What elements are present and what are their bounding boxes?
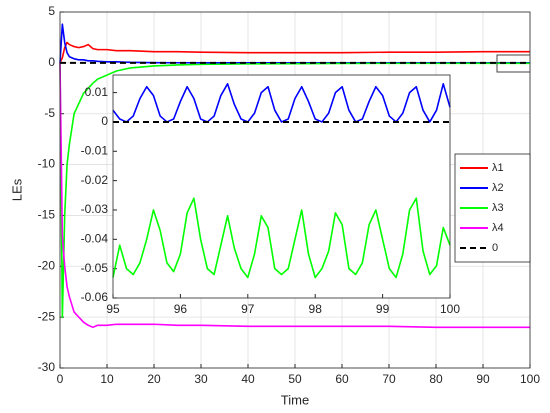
x-tick-label: 98 bbox=[309, 302, 323, 316]
x-tick-label: 100 bbox=[440, 302, 460, 316]
y-tick-label: -0.05 bbox=[81, 261, 109, 275]
series-line bbox=[112, 83, 451, 123]
series-line bbox=[59, 62, 530, 329]
plot-frame bbox=[112, 74, 451, 299]
x-tick-label: 50 bbox=[288, 372, 302, 386]
x-tick-label: 90 bbox=[476, 372, 490, 386]
y-tick-label: -0.06 bbox=[81, 290, 109, 304]
y-tick-label: 0 bbox=[101, 114, 108, 128]
y-tick-label: 0.01 bbox=[85, 85, 109, 99]
x-tick-label: 0 bbox=[57, 372, 64, 386]
x-axis-label: Time bbox=[281, 392, 309, 407]
x-tick-label: 70 bbox=[382, 372, 396, 386]
x-tick-label: 60 bbox=[335, 372, 349, 386]
y-tick-label: -0.04 bbox=[81, 231, 109, 245]
y-tick-label: -0.02 bbox=[81, 173, 109, 187]
y-tick-label: -20 bbox=[38, 258, 56, 272]
x-tick-label: 30 bbox=[194, 372, 208, 386]
y-tick-label: 0 bbox=[48, 55, 55, 69]
legend-label: 0 bbox=[492, 242, 498, 254]
legend-label: λ2 bbox=[492, 182, 504, 194]
zoom-box bbox=[496, 54, 531, 73]
series-line bbox=[59, 41, 530, 64]
x-tick-label: 100 bbox=[520, 372, 540, 386]
x-tick-label: 80 bbox=[429, 372, 443, 386]
x-tick-label: 99 bbox=[376, 302, 390, 316]
y-axis-label: LEs bbox=[9, 178, 24, 201]
x-tick-label: 20 bbox=[147, 372, 161, 386]
series-line bbox=[112, 197, 451, 279]
y-tick-label: -0.03 bbox=[81, 202, 109, 216]
x-tick-label: 40 bbox=[241, 372, 255, 386]
inset-plot: -0.06 -0.05 -0.04 -0.03 -0.02 -0.01 0 0.01 95 96 9… bbox=[81, 74, 460, 316]
y-tick-label: -5 bbox=[44, 106, 55, 120]
y-tick-label: -15 bbox=[38, 208, 56, 222]
legend-label: λ4 bbox=[492, 222, 504, 234]
legend-label: λ1 bbox=[492, 162, 504, 174]
series-line bbox=[59, 62, 530, 318]
y-tick-label: -10 bbox=[38, 157, 56, 171]
x-tick-label: 96 bbox=[174, 302, 188, 316]
legend-label: λ3 bbox=[492, 202, 504, 214]
y-tick-label: -0.01 bbox=[81, 143, 109, 157]
y-tick-label: -25 bbox=[38, 309, 56, 323]
legend: λ1 λ2 λ3 λ4 0 bbox=[454, 153, 531, 263]
x-tick-label: 10 bbox=[100, 372, 114, 386]
x-tick-label: 95 bbox=[106, 302, 120, 316]
x-tick-label: 97 bbox=[241, 302, 255, 316]
y-tick-label: 5 bbox=[48, 4, 55, 18]
plot-area bbox=[113, 75, 450, 298]
y-tick-label: -30 bbox=[38, 360, 56, 374]
